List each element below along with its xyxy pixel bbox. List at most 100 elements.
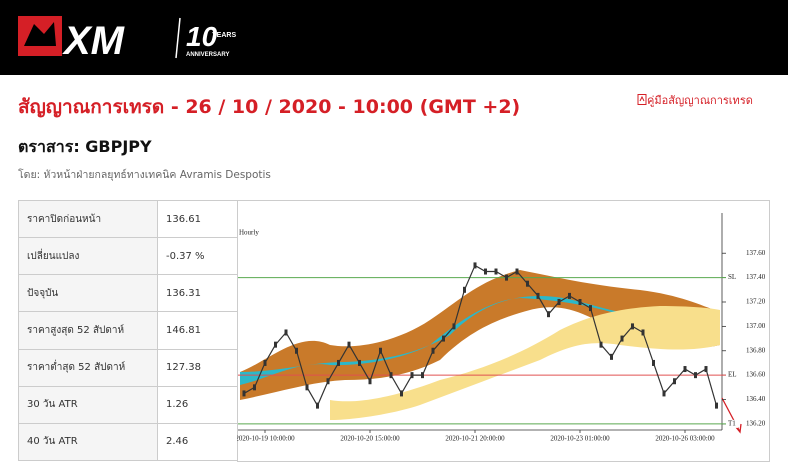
price-point — [274, 341, 277, 348]
price-point — [358, 359, 361, 366]
header-bar: XM 10 YEARS ANNIVERSARY — [0, 0, 788, 75]
guide-link-text[interactable]: คู่มือสัญญาณการเทรด — [647, 94, 753, 107]
price-point — [652, 359, 655, 366]
table-row: เปลี่ยนแปลง -0.37 % — [18, 237, 238, 276]
cell-label: ราคาสูงสุด 52 สัปดาห์ — [18, 311, 158, 350]
price-point — [347, 341, 351, 348]
cell-value: 136.61 — [157, 199, 238, 239]
price-point — [263, 359, 267, 366]
y-tick-label: 137.60 — [746, 249, 766, 257]
price-point — [610, 353, 613, 360]
years-text: YEARS — [212, 32, 236, 39]
y-tick-label: 137.40 — [746, 273, 766, 281]
table-row: ราคาสูงสุด 52 สัปดาห์ 146.81 — [18, 311, 238, 350]
y-tick-label: 137.00 — [746, 322, 766, 330]
cell-value: 1.26 — [157, 385, 238, 424]
price-point — [515, 268, 519, 275]
price-point — [484, 268, 487, 275]
price-point — [641, 329, 645, 336]
logo-text: XM — [62, 19, 126, 63]
y-tick-label: 136.80 — [746, 346, 766, 354]
price-point — [242, 390, 246, 397]
cell-value: -0.37 % — [157, 237, 238, 276]
y-tick-label: 136.60 — [746, 371, 766, 379]
price-point — [673, 378, 676, 385]
price-point — [337, 359, 340, 366]
price-point — [463, 286, 466, 293]
logo[interactable]: XM 10 YEARS ANNIVERSARY — [0, 0, 250, 75]
cell-label: 30 วัน ATR — [18, 385, 158, 424]
price-point — [715, 402, 718, 409]
price-point — [400, 390, 403, 397]
price-point — [473, 262, 477, 269]
price-point — [494, 268, 498, 275]
level-label: T1 — [728, 420, 736, 428]
cell-label: เปลี่ยนแปลง — [18, 237, 158, 276]
price-point — [389, 372, 393, 379]
price-point — [326, 378, 330, 385]
anniversary-text: ANNIVERSARY — [186, 52, 229, 58]
price-point — [589, 305, 592, 312]
price-point — [526, 280, 529, 287]
price-point — [704, 366, 708, 373]
cell-value: 2.46 — [157, 422, 238, 462]
table-row: ราคาต่ำสุด 52 สัปดาห์ 127.38 — [18, 348, 238, 387]
chart-subtitle: Hourly — [239, 229, 259, 237]
band-outer — [240, 270, 720, 400]
price-point — [305, 384, 309, 391]
price-point — [620, 335, 624, 342]
price-point — [505, 274, 508, 281]
page-title: สัญญาณการเทรด - 26 / 10 / 2020 - 10:00 (… — [18, 96, 521, 118]
cell-value: 127.38 — [157, 348, 238, 387]
price-point — [547, 311, 550, 318]
author: โดย: หัวหน้าฝ่ายกลยุทธ์ทางเทคนิค Avramis… — [18, 169, 271, 181]
price-point — [452, 323, 456, 330]
table-row: 30 วัน ATR 1.26 — [18, 385, 238, 424]
x-tick-label: 2020-10-23 01:00:00 — [550, 435, 610, 443]
y-tick-label: 136.40 — [746, 395, 766, 403]
price-point — [578, 298, 582, 305]
instrument: ตราสาร: GBPJPY — [18, 137, 152, 156]
cell-value: 146.81 — [157, 311, 238, 350]
level-label: EL — [728, 371, 737, 379]
price-point — [368, 378, 372, 385]
price-point — [694, 372, 697, 379]
level-label-bg — [726, 371, 738, 380]
price-point — [431, 347, 435, 354]
price-point — [295, 347, 298, 354]
price-point — [631, 323, 634, 330]
logo-bull — [24, 22, 56, 46]
price-point — [442, 335, 445, 342]
level-label-bg — [726, 419, 738, 428]
price-point — [410, 372, 414, 379]
cell-label: ราคาปิดก่อนหน้า — [18, 199, 158, 239]
price-point — [284, 329, 288, 336]
cell-value: 136.31 — [157, 274, 238, 313]
price-point — [421, 372, 424, 379]
price-point — [536, 292, 540, 299]
pdf-icon — [637, 94, 647, 105]
table-row: ราคาปิดก่อนหน้า 136.61 — [18, 199, 238, 239]
anniversary-number: 10 — [186, 21, 218, 52]
stats-table: ราคาปิดก่อนหน้า 136.61 เปลี่ยนแปลง -0.37 % ป… — [18, 199, 238, 462]
level-label-bg — [726, 273, 738, 282]
price-point — [316, 402, 319, 409]
price-point — [599, 341, 603, 348]
x-tick-label: 2020-10-26 03:00:00 — [655, 435, 715, 443]
price-line — [243, 264, 718, 407]
table-row: ปัจจุบัน 136.31 — [18, 274, 238, 313]
x-tick-label: 2020-10-19 10:00:00 — [237, 435, 295, 443]
price-point — [557, 298, 561, 305]
cell-label: ราคาต่ำสุด 52 สัปดาห์ — [18, 348, 158, 387]
guide-link[interactable]: คู่มือสัญญาณการเทรด — [637, 91, 753, 109]
divider — [175, 17, 181, 59]
table-row: 40 วัน ATR 2.46 — [18, 422, 238, 462]
band-lower — [330, 306, 720, 420]
price-point — [379, 347, 382, 354]
price-point — [253, 384, 256, 391]
x-tick-label: 2020-10-20 15:00:00 — [340, 435, 400, 443]
y-tick-label: 136.20 — [746, 420, 766, 428]
cell-label: ปัจจุบัน — [18, 274, 158, 313]
chart: Hourly 136.20 136.40 136.60 136.80 137.00 137.… — [237, 200, 770, 462]
